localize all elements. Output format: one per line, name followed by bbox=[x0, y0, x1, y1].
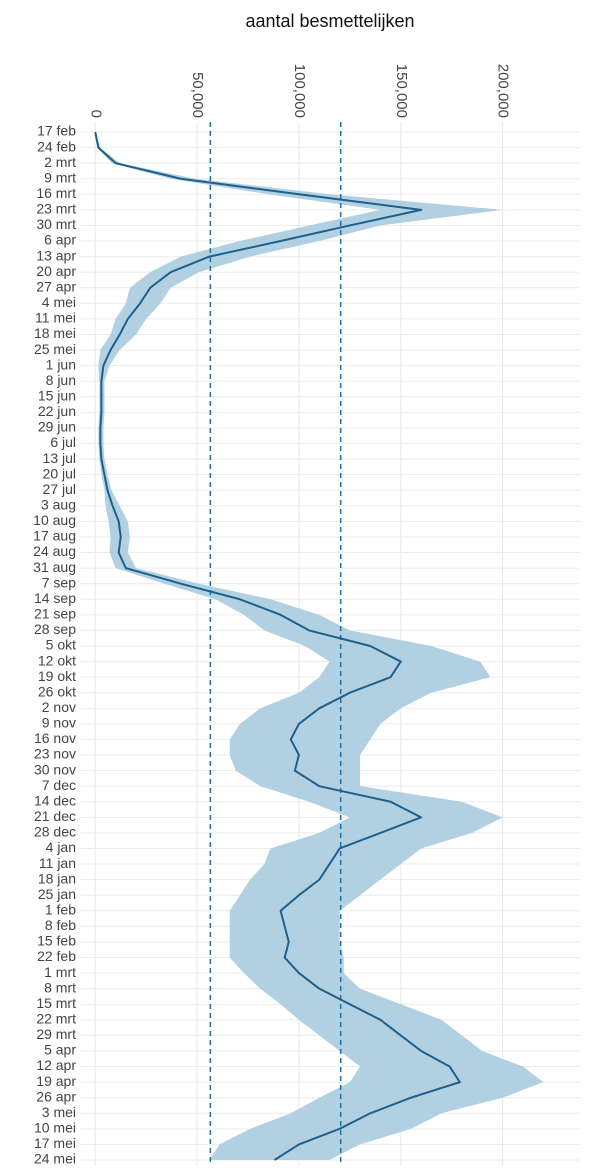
y-tick-label: 23 nov bbox=[34, 746, 76, 762]
y-tick-label: 11 mei bbox=[35, 310, 76, 326]
y-tick-label: 6 jul bbox=[50, 434, 76, 450]
y-tick-label: 12 okt bbox=[38, 652, 76, 668]
y-tick-label: 26 apr bbox=[36, 1088, 76, 1104]
y-tick-label: 29 mrt bbox=[36, 1026, 76, 1042]
y-tick-label: 17 feb bbox=[37, 123, 76, 139]
y-tick-label: 22 feb bbox=[37, 948, 76, 964]
y-tick-label: 5 okt bbox=[46, 637, 76, 653]
y-tick-label: 24 mei bbox=[34, 1151, 76, 1167]
y-tick-label: 5 apr bbox=[44, 1042, 76, 1058]
y-tick-label: 24 aug bbox=[33, 543, 76, 559]
y-tick-label: 30 mrt bbox=[36, 216, 76, 232]
y-tick-label: 9 mrt bbox=[44, 169, 76, 185]
x-tick-label: 150,000 bbox=[393, 64, 410, 118]
y-tick-label: 20 apr bbox=[36, 263, 76, 279]
x-tick-label: 200,000 bbox=[495, 64, 512, 118]
y-tick-label: 6 apr bbox=[44, 232, 76, 248]
y-tick-label: 7 dec bbox=[42, 777, 76, 793]
x-tick-label: 0 bbox=[87, 110, 104, 118]
y-tick-label: 2 mrt bbox=[44, 154, 76, 170]
y-tick-label: 31 aug bbox=[33, 559, 76, 575]
y-tick-label: 25 jan bbox=[38, 886, 76, 902]
y-tick-label: 9 nov bbox=[42, 715, 76, 731]
y-tick-label: 8 jun bbox=[46, 372, 76, 388]
y-tick-label: 16 nov bbox=[34, 730, 76, 746]
y-tick-label: 13 apr bbox=[36, 247, 76, 263]
y-tick-label: 4 jan bbox=[46, 839, 76, 855]
y-tick-label: 24 feb bbox=[37, 138, 76, 154]
y-tick-label: 27 jul bbox=[43, 481, 76, 497]
y-tick-label: 1 mrt bbox=[44, 964, 76, 980]
y-tick-label: 17 mei bbox=[34, 1135, 76, 1151]
y-tick-label: 21 dec bbox=[34, 808, 76, 824]
y-tick-label: 11 jan bbox=[39, 855, 76, 871]
y-tick-label: 28 dec bbox=[34, 824, 76, 840]
y-tick-label: 23 mrt bbox=[36, 201, 76, 217]
y-tick-label: 19 okt bbox=[38, 668, 76, 684]
y-tick-label: 1 jun bbox=[46, 356, 76, 372]
y-tick-label: 1 feb bbox=[45, 901, 76, 917]
y-tick-label: 29 jun bbox=[38, 419, 76, 435]
y-tick-label: 13 jul bbox=[43, 450, 76, 466]
y-tick-label: 3 aug bbox=[41, 497, 76, 513]
y-tick-label: 18 mei bbox=[34, 325, 76, 341]
y-tick-label: 14 dec bbox=[34, 792, 76, 808]
y-tick-label: 4 mei bbox=[42, 294, 76, 310]
y-tick-label: 3 mei bbox=[42, 1104, 76, 1120]
y-tick-label: 14 sep bbox=[34, 590, 76, 606]
y-tick-label: 2 nov bbox=[42, 699, 76, 715]
y-tick-label: 20 jul bbox=[43, 465, 76, 481]
y-tick-label: 26 okt bbox=[38, 683, 76, 699]
confidence-band bbox=[95, 132, 544, 1160]
y-tick-label: 19 apr bbox=[36, 1073, 76, 1089]
line bbox=[94, 131, 461, 1161]
y-tick-label: 16 mrt bbox=[36, 185, 76, 201]
y-tick-label: 8 feb bbox=[45, 917, 76, 933]
chart-title: aantal besmettelijken bbox=[245, 11, 414, 31]
y-tick-label: 17 aug bbox=[33, 528, 76, 544]
y-tick-label: 10 mei bbox=[34, 1120, 76, 1136]
x-tick-label: 100,000 bbox=[291, 64, 308, 118]
y-tick-label: 27 apr bbox=[36, 278, 76, 294]
y-tick-label: 8 mrt bbox=[44, 979, 76, 995]
y-tick-label: 7 sep bbox=[42, 574, 76, 590]
y-tick-label: 15 feb bbox=[37, 933, 76, 949]
y-tick-label: 12 apr bbox=[36, 1057, 76, 1073]
x-tick-label: 50,000 bbox=[189, 72, 206, 118]
y-tick-label: 28 sep bbox=[34, 621, 76, 637]
y-tick-label: 25 mei bbox=[34, 341, 76, 357]
y-tick-label: 22 mrt bbox=[36, 1011, 76, 1027]
y-tick-label: 30 nov bbox=[34, 761, 76, 777]
y-tick-label: 22 jun bbox=[38, 403, 76, 419]
y-tick-label: 21 sep bbox=[34, 606, 76, 622]
y-tick-label: 15 jun bbox=[38, 387, 76, 403]
y-tick-label: 18 jan bbox=[38, 870, 76, 886]
y-tick-label: 10 aug bbox=[33, 512, 76, 528]
y-tick-label: 15 mrt bbox=[36, 995, 76, 1011]
